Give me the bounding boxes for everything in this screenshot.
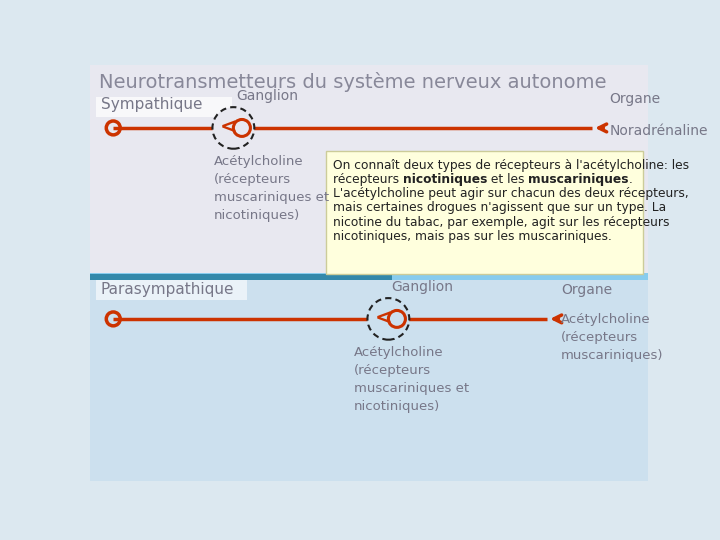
Circle shape bbox=[233, 119, 251, 137]
Text: nicotine du tabac, par exemple, agit sur les récepteurs: nicotine du tabac, par exemple, agit sur… bbox=[333, 215, 669, 229]
Circle shape bbox=[367, 298, 409, 340]
Text: <: < bbox=[220, 118, 238, 138]
Bar bbox=[90, 273, 648, 278]
Text: Ganglion: Ganglion bbox=[392, 280, 454, 294]
Text: Acétylcholine
(récepteurs
muscariniques et
nicotiniques): Acétylcholine (récepteurs muscariniques … bbox=[354, 346, 469, 413]
Text: nicotiniques: nicotiniques bbox=[402, 173, 487, 186]
Bar bbox=[96, 97, 232, 117]
Bar bbox=[392, 274, 648, 280]
Text: Ganglion: Ganglion bbox=[236, 89, 299, 103]
Text: .: . bbox=[629, 173, 633, 186]
Text: Acétylcholine
(récepteurs
muscariniques et
nicotiniques): Acétylcholine (récepteurs muscariniques … bbox=[214, 155, 329, 222]
Bar bbox=[90, 65, 648, 274]
Text: et les: et les bbox=[487, 173, 528, 186]
Text: On connaît deux types de récepteurs à l'acétylcholine: les: On connaît deux types de récepteurs à l'… bbox=[333, 159, 689, 172]
Bar bbox=[90, 279, 648, 481]
Text: Noradrénaline: Noradrénaline bbox=[609, 124, 708, 138]
Text: Acétylcholine
(récepteurs
muscariniques): Acétylcholine (récepteurs muscariniques) bbox=[561, 313, 664, 362]
Bar bbox=[96, 280, 248, 300]
Text: Sympathique: Sympathique bbox=[101, 97, 202, 112]
Text: muscariniques: muscariniques bbox=[528, 173, 629, 186]
Text: nicotiniques, mais pas sur les muscariniques.: nicotiniques, mais pas sur les muscarini… bbox=[333, 230, 611, 243]
Circle shape bbox=[212, 107, 254, 148]
Text: mais certaines drogues n'agissent que sur un type. La: mais certaines drogues n'agissent que su… bbox=[333, 201, 666, 214]
Bar bbox=[90, 274, 648, 280]
Text: Organe: Organe bbox=[609, 92, 660, 106]
Text: L'acétylcholine peut agir sur chacun des deux récepteurs,: L'acétylcholine peut agir sur chacun des… bbox=[333, 187, 688, 200]
Bar bbox=[90, 274, 392, 280]
Circle shape bbox=[388, 310, 405, 327]
Text: <: < bbox=[375, 309, 392, 329]
FancyBboxPatch shape bbox=[326, 151, 642, 274]
Text: Organe: Organe bbox=[561, 284, 612, 298]
Text: Parasympathique: Parasympathique bbox=[101, 282, 234, 297]
Text: Neurotransmetteurs du système nerveux autonome: Neurotransmetteurs du système nerveux au… bbox=[99, 72, 607, 92]
Text: récepteurs: récepteurs bbox=[333, 173, 402, 186]
